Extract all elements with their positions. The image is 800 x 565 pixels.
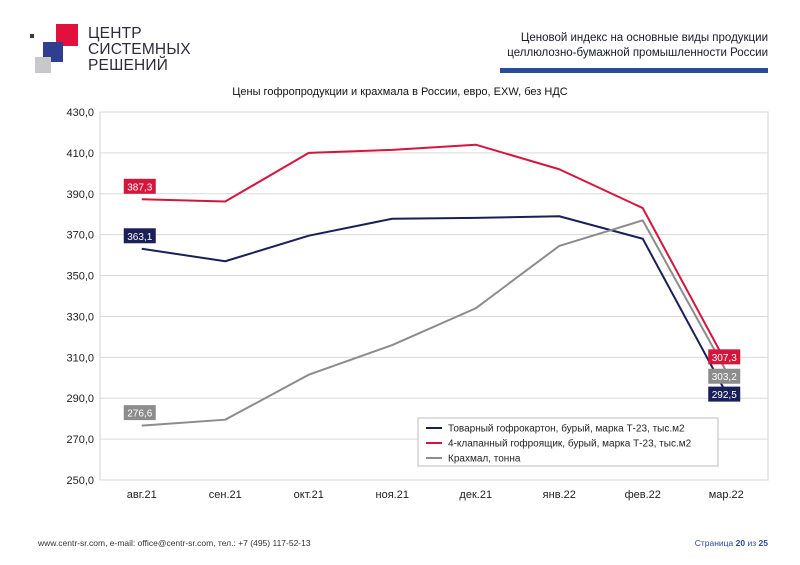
logo-line-1: ЦЕНТР	[88, 25, 142, 42]
logo-squares-icon	[30, 24, 78, 73]
page-of: из	[747, 538, 757, 548]
page-indicator: Страница 20 из 25	[695, 538, 768, 548]
logo-line-3: РЕШЕНИЙ	[88, 57, 169, 74]
x-tick-label: окт.21	[294, 489, 324, 501]
series-line-3	[141, 219, 728, 427]
y-tick-label: 310,0	[66, 352, 94, 364]
chart-title: Цены гофропродукции и крахмала в России,…	[232, 86, 568, 98]
data-label-box	[708, 386, 741, 402]
y-tick-label: 390,0	[66, 189, 94, 201]
data-label-box	[123, 405, 156, 421]
x-tick-label: сен.21	[209, 489, 242, 501]
x-tick-label: авг.21	[127, 489, 157, 501]
series-line-1	[141, 215, 728, 394]
data-label-box	[708, 368, 741, 384]
footer-contacts: www.centr-sr.com, e-mail: office@centr-s…	[38, 538, 311, 548]
report-title: Ценовой индекс на основные виды продукци…	[507, 31, 768, 61]
x-tick-label: фев.22	[625, 489, 661, 501]
report-title-line-1: Ценовой индекс на основные виды продукци…	[520, 32, 768, 44]
data-label: 276,6	[127, 409, 152, 420]
y-tick-label: 350,0	[66, 271, 94, 283]
header-divider	[500, 68, 768, 73]
legend-entry: Товарный гофрокартон, бурый, марка Т-23,…	[448, 423, 685, 435]
y-tick-label: 370,0	[66, 230, 94, 242]
x-tick-label: ноя.21	[376, 489, 409, 501]
data-label: 292,5	[712, 390, 737, 401]
x-tick-label: дек.21	[459, 489, 492, 501]
legend-box	[417, 417, 719, 467]
y-tick-label: 290,0	[66, 393, 94, 405]
page-current: 20	[735, 538, 746, 548]
x-tick-label: мар.22	[709, 489, 744, 501]
logo-line-2: СИСТЕМНЫХ	[88, 41, 191, 58]
y-tick-label: 250,0	[66, 475, 94, 487]
data-label-box	[708, 349, 741, 365]
page-word: Страница	[694, 538, 734, 548]
y-tick-label: 430,0	[66, 107, 94, 119]
x-tick-label: янв.22	[543, 489, 576, 501]
y-tick-label: 330,0	[66, 311, 94, 323]
data-label: 363,1	[127, 232, 152, 243]
company-logo	[30, 22, 180, 77]
data-label-box	[123, 178, 156, 194]
data-label: 387,3	[127, 182, 152, 193]
y-tick-label: 410,0	[66, 148, 94, 160]
data-label: 307,3	[712, 353, 737, 364]
series-line-2	[141, 143, 728, 364]
page-total: 25	[758, 538, 768, 548]
legend-entry: Крахмал, тонна	[448, 454, 521, 465]
data-label: 303,2	[712, 372, 737, 383]
logo-text: ЦЕНТР СИСТЕМНЫХ РЕШЕНИЙ	[88, 26, 191, 74]
legend-entry: 4-клапанный гофроящик, бурый, марка Т-23…	[448, 438, 692, 450]
data-label-box	[123, 228, 156, 244]
report-title-line-2: целлюлозно-бумажной промышленности Росси…	[507, 47, 768, 59]
y-tick-label: 270,0	[66, 434, 94, 446]
